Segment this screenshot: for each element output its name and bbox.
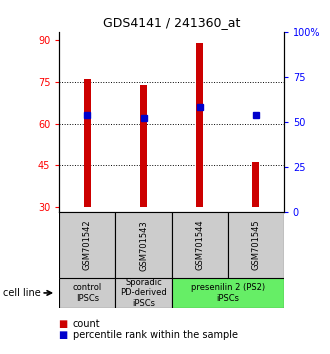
Text: GSM701545: GSM701545 bbox=[251, 220, 260, 270]
Text: ■: ■ bbox=[58, 330, 67, 339]
Text: GSM701542: GSM701542 bbox=[83, 220, 92, 270]
Bar bbox=[84, 79, 91, 207]
Bar bbox=[196, 43, 203, 207]
Text: GSM701544: GSM701544 bbox=[195, 220, 204, 270]
Bar bbox=[228, 212, 284, 278]
Text: GSM701543: GSM701543 bbox=[139, 220, 148, 270]
Bar bbox=[140, 85, 147, 207]
Text: presenilin 2 (PS2)
iPSCs: presenilin 2 (PS2) iPSCs bbox=[191, 283, 265, 303]
Bar bbox=[115, 278, 172, 308]
Text: percentile rank within the sample: percentile rank within the sample bbox=[73, 330, 238, 339]
Bar bbox=[172, 278, 284, 308]
Bar bbox=[115, 212, 172, 278]
Text: control
IPSCs: control IPSCs bbox=[73, 283, 102, 303]
Bar bbox=[59, 212, 116, 278]
Text: ■: ■ bbox=[58, 319, 67, 329]
Bar bbox=[252, 162, 259, 207]
Text: count: count bbox=[73, 319, 100, 329]
Text: cell line: cell line bbox=[3, 288, 41, 298]
Bar bbox=[59, 278, 116, 308]
Bar bbox=[172, 212, 228, 278]
Text: GDS4141 / 241360_at: GDS4141 / 241360_at bbox=[103, 16, 240, 29]
Text: Sporadic
PD-derived
iPSCs: Sporadic PD-derived iPSCs bbox=[120, 278, 167, 308]
